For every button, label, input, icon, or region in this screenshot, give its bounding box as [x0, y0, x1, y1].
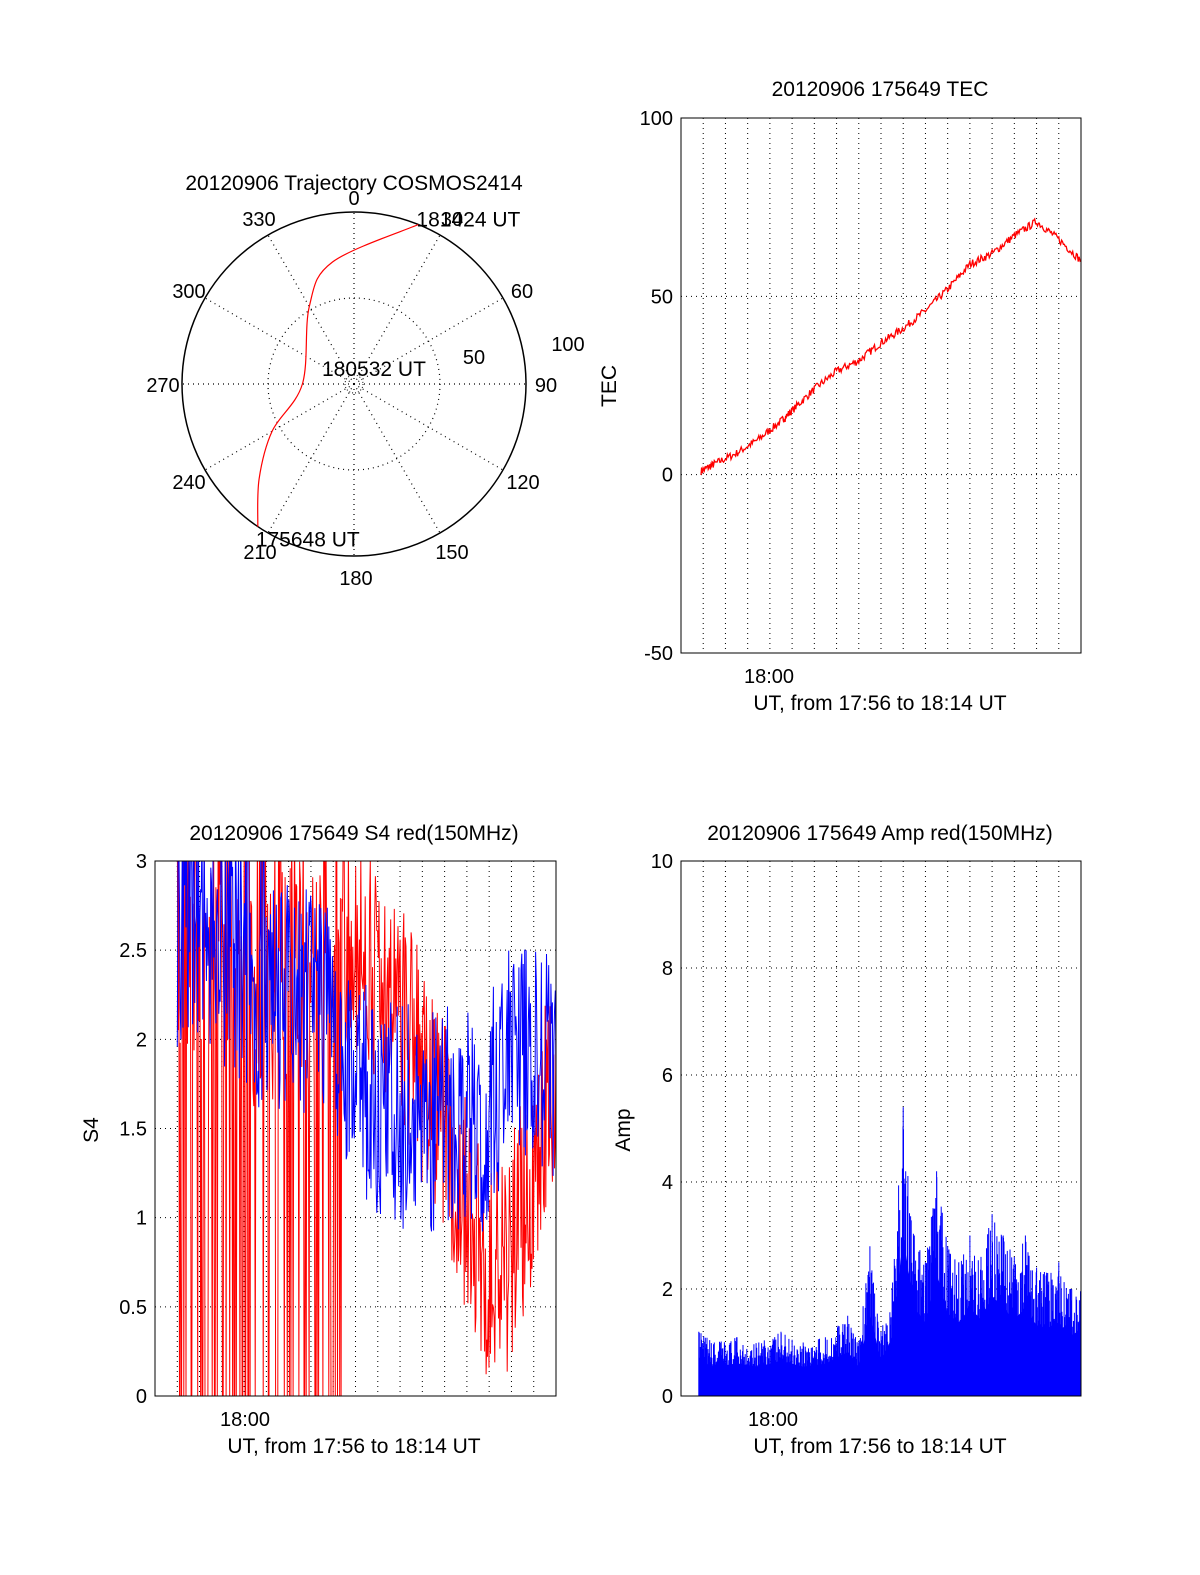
polar-spoke-300	[204, 297, 355, 385]
polar-azimuth-label: 30	[441, 209, 463, 231]
polar-spoke-240	[204, 383, 355, 471]
trajectory-point-label: 175648 UT	[256, 529, 360, 552]
amp-series-bars	[698, 1107, 1082, 1396]
s4-y-tick-label: 2	[136, 1029, 147, 1051]
tec-series-line	[700, 217, 1082, 476]
s4-x-tick: 18:00	[220, 1409, 270, 1431]
s4-y-tick-label: 1	[136, 1208, 147, 1230]
polar-radial-label-50: 50	[463, 347, 485, 369]
s4-series-line-red	[176, 861, 556, 1396]
polar-grid	[181, 211, 527, 557]
polar-azimuth-label: 330	[242, 209, 275, 231]
polar-azimuth-label: 210	[243, 542, 276, 564]
tec-grid	[681, 117, 1081, 654]
s4-panel: 20120906 175649 S4 red(150MHz) S4 18:00 …	[80, 822, 557, 1458]
polar-azimuth-label: 60	[511, 281, 533, 303]
amp-y-tick-label: 0	[662, 1386, 673, 1408]
polar-spoke-60	[353, 297, 504, 385]
trajectory-point-label: 180532 UT	[322, 358, 426, 381]
polar-azimuth-label: 90	[535, 375, 557, 397]
polar-azimuth-label: 0	[348, 188, 359, 210]
trajectory-point-labels: 175648 UT 180532 UT 181424 UT	[256, 209, 521, 552]
amp-title: 20120906 175649 Amp red(150MHz)	[707, 822, 1053, 845]
polar-radial-label-100: 100	[551, 334, 584, 356]
amp-y-label: Amp	[612, 1108, 635, 1151]
amp-x-label: UT, from 17:56 to 18:14 UT	[753, 1435, 1006, 1458]
s4-y-tick-label: 1.5	[119, 1119, 147, 1141]
tec-y-tick-label: 50	[651, 286, 673, 308]
s4-y-tick-label: 0	[136, 1386, 147, 1408]
amp-y-tick-label: 8	[662, 958, 673, 980]
tec-title: 20120906 175649 TEC	[772, 78, 989, 101]
polar-azimuth-label: 180	[339, 568, 372, 590]
amp-y-tick-label: 4	[662, 1172, 673, 1194]
amp-plot-frame	[680, 860, 1082, 1397]
polar-spoke-120	[353, 383, 504, 471]
amp-y-tick-label: 6	[662, 1065, 673, 1087]
polar-azimuth-label: 150	[435, 542, 468, 564]
s4-plot-frame	[154, 860, 557, 1397]
s4-y-ticks: 0 0.5 1 1.5 2 2.5 3	[119, 851, 147, 1408]
s4-series-line-blue	[176, 861, 556, 1232]
tec-y-tick-label: 100	[640, 108, 673, 130]
polar-spoke-330	[267, 234, 355, 385]
tec-panel: 20120906 175649 TEC TEC 18:00 UT, from 1…	[598, 78, 1082, 715]
amp-y-tick-label: 2	[662, 1279, 673, 1301]
amp-x-tick: 18:00	[748, 1409, 798, 1431]
polar-spoke-210	[267, 383, 355, 534]
s4-y-tick-label: 0.5	[119, 1297, 147, 1319]
amp-y-ticks: 0 2 4 6 8 10	[651, 851, 673, 1408]
amp-y-tick-label: 10	[651, 851, 673, 873]
trajectory-line	[257, 223, 419, 527]
polar-azimuth-label: 120	[506, 472, 539, 494]
polar-azimuth-labels: 0 30 60 90 120 150 180 210 240 270 300 330	[146, 188, 557, 590]
polar-title: 20120906 Trajectory COSMOS2414	[185, 172, 523, 195]
tec-y-label: TEC	[598, 365, 621, 407]
polar-azimuth-label: 240	[172, 472, 205, 494]
s4-y-tick-label: 3	[136, 851, 147, 873]
polar-spoke-150	[353, 383, 441, 534]
tec-y-tick-label: -50	[644, 643, 673, 665]
polar-spoke-30	[353, 234, 441, 385]
polar-outer-circle	[181, 211, 527, 557]
tec-x-tick: 18:00	[744, 666, 794, 688]
tec-x-label: UT, from 17:56 to 18:14 UT	[753, 692, 1006, 715]
polar-azimuth-label: 270	[146, 375, 179, 397]
s4-x-label: UT, from 17:56 to 18:14 UT	[227, 1435, 480, 1458]
polar-center-mark	[344, 374, 364, 394]
tec-y-tick-label: 0	[662, 465, 673, 487]
polar-azimuth-label: 300	[172, 281, 205, 303]
s4-y-label: S4	[80, 1117, 103, 1143]
tec-y-ticks: -50 0 50 100	[640, 108, 673, 665]
s4-title: 20120906 175649 S4 red(150MHz)	[189, 822, 518, 845]
s4-y-tick-label: 2.5	[119, 940, 147, 962]
polar-panel: 20120906 Trajectory COSMOS2414 0 30 60 90 12…	[146, 172, 584, 590]
amp-panel: 20120906 175649 Amp red(150MHz) Amp 18:0…	[612, 822, 1082, 1458]
s4-series	[176, 861, 556, 1396]
tec-plot-frame	[680, 117, 1082, 654]
trajectory-point-label: 181424 UT	[416, 209, 520, 232]
amp-series	[698, 1107, 1082, 1396]
